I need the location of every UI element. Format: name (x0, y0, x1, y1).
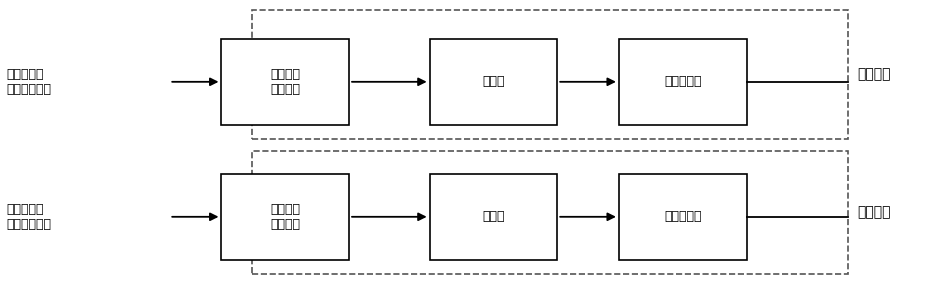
Text: 接收信号的
水平极化分量: 接收信号的 水平极化分量 (6, 68, 51, 96)
Text: 低噪声功
率放大器: 低噪声功 率放大器 (270, 203, 300, 231)
FancyBboxPatch shape (221, 39, 349, 125)
Text: 低噪声功
率放大器: 低噪声功 率放大器 (270, 68, 300, 96)
Text: 第二通道: 第二通道 (858, 206, 891, 220)
FancyBboxPatch shape (430, 39, 557, 125)
Text: 接收信号的
垂直极化分量: 接收信号的 垂直极化分量 (6, 203, 51, 231)
Text: 第一通道: 第一通道 (858, 68, 891, 81)
Text: 检波器: 检波器 (482, 210, 505, 223)
FancyBboxPatch shape (221, 174, 349, 260)
FancyBboxPatch shape (430, 174, 557, 260)
Text: 射频存储器: 射频存储器 (664, 75, 701, 88)
Text: 射频存储器: 射频存储器 (664, 210, 701, 223)
FancyBboxPatch shape (619, 39, 747, 125)
Text: 检波器: 检波器 (482, 75, 505, 88)
FancyBboxPatch shape (619, 174, 747, 260)
